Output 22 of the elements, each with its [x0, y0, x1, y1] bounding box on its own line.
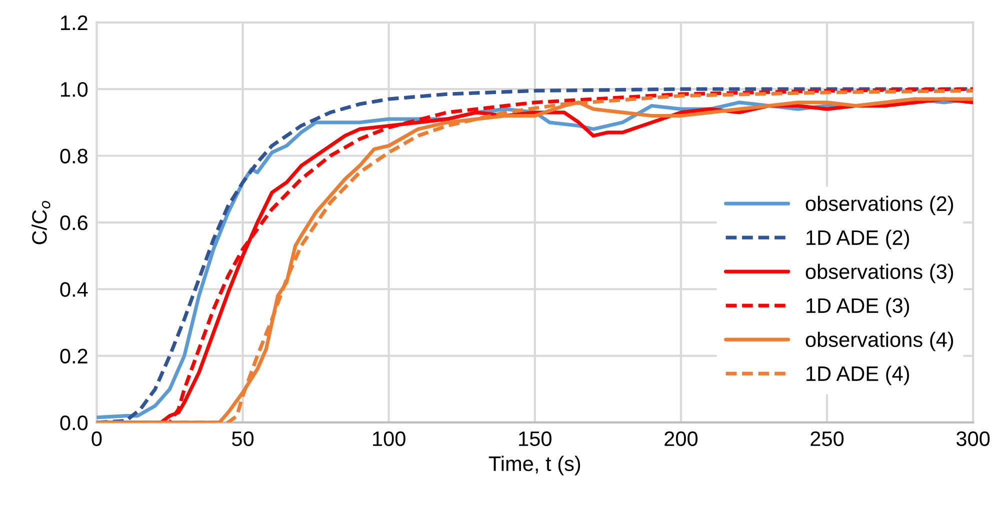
legend-label: 1D ADE (2) — [806, 230, 910, 250]
legend-label: observations (4) — [806, 332, 954, 352]
x-tick-label: 250 — [810, 431, 844, 446]
x-tick-label: 200 — [664, 431, 698, 446]
legend-label: observations (3) — [806, 264, 954, 284]
x-tick-label: 150 — [519, 431, 552, 446]
legend-label: 1D ADE (4) — [806, 366, 910, 386]
y-tick-label: 0.6 — [60, 215, 88, 230]
y-tick-label: 1.2 — [61, 15, 88, 30]
x-axis-title: Time, t (s) — [488, 456, 580, 476]
x-tick-label: 0 — [92, 431, 102, 446]
x-tick-label: 100 — [373, 431, 406, 446]
y-tick-label: 0.2 — [60, 348, 88, 364]
x-tick-label: 50 — [232, 431, 254, 446]
x-tick-label: 300 — [956, 431, 990, 446]
legend-label: 1D ADE (3) — [806, 298, 910, 318]
y-axis-title: C/C$_{o}$ — [32, 200, 50, 244]
y-tick-label: 0.8 — [60, 148, 88, 164]
y-tick-label: 0.0 — [60, 415, 88, 430]
legend-label: observations (2) — [806, 196, 954, 216]
y-tick-label: 0.4 — [60, 282, 88, 297]
y-tick-label: 1.0 — [61, 82, 88, 97]
